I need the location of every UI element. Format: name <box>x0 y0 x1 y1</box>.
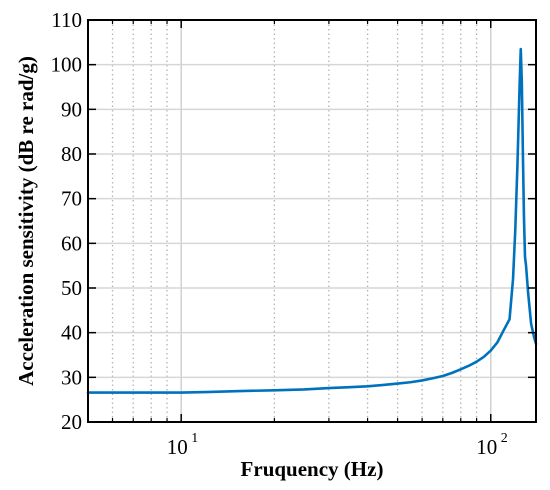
x-tick-label-exponent: 2 <box>501 431 508 446</box>
y-axis-title: Acceleration sensitivity (dB re rad/g) <box>14 56 38 386</box>
y-tick-label: 60 <box>61 231 82 255</box>
y-tick-label: 110 <box>51 8 82 32</box>
ticks <box>87 19 536 423</box>
plot-area <box>88 20 536 422</box>
y-tick-label: 100 <box>51 53 83 77</box>
series-line <box>86 47 538 394</box>
x-axis-title: Fruquency (Hz) <box>241 457 384 481</box>
x-tick-label-exponent: 1 <box>191 431 198 446</box>
y-tick-label: 50 <box>61 276 82 300</box>
y-tick-label: 20 <box>61 410 82 434</box>
x-tick-label: 10 2 <box>476 431 508 459</box>
y-tick-label: 70 <box>61 187 82 211</box>
y-tick-label: 90 <box>61 97 82 121</box>
y-tick-label: 80 <box>61 142 82 166</box>
x-tick-label-base: 10 <box>476 435 497 459</box>
x-tick-label-base: 10 <box>167 435 188 459</box>
series-layer <box>86 47 538 394</box>
y-tick-label: 30 <box>61 365 82 389</box>
plot-frame <box>87 19 537 423</box>
y-tick-label: 40 <box>61 321 82 345</box>
x-tick-label: 10 1 <box>167 431 199 459</box>
